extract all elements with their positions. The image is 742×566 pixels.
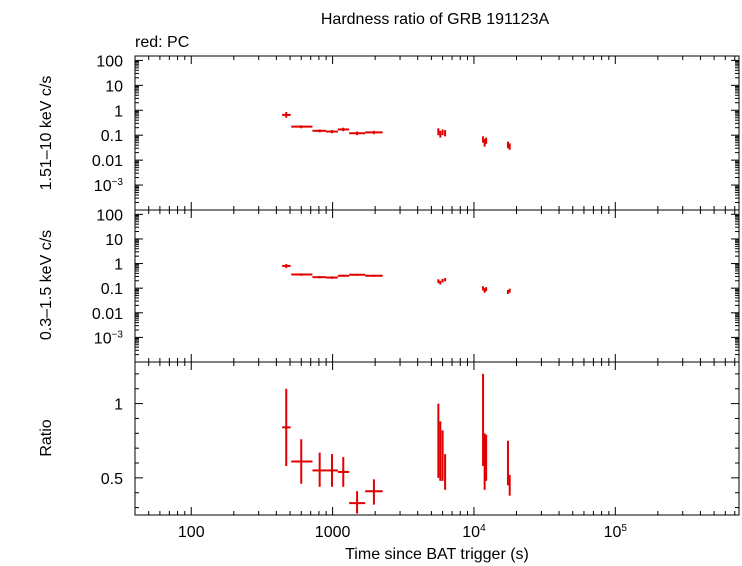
- data-point: [291, 125, 313, 129]
- data-point: [291, 273, 313, 276]
- data-point: [508, 288, 511, 293]
- data-point: [482, 373, 485, 466]
- data-point: [439, 280, 442, 285]
- data-point: [337, 274, 350, 277]
- data-point: [508, 143, 511, 150]
- panel-frame-ratio: [134, 361, 740, 516]
- y-tick-label: 1: [114, 103, 123, 120]
- data-point: [441, 278, 444, 283]
- data-point: [439, 130, 442, 138]
- panel-frame-soft: [134, 209, 740, 363]
- data-point: [282, 112, 291, 118]
- y-axis-label-hard: 1.51–10 keV c/s: [38, 76, 55, 191]
- data-point: [282, 388, 291, 466]
- data-point: [506, 440, 509, 486]
- data-point: [312, 276, 327, 279]
- data-point: [365, 479, 383, 505]
- data-point: [483, 288, 486, 293]
- data-point: [441, 129, 444, 136]
- data-point: [482, 136, 485, 143]
- panel-hard: 100 10 1 0.1 0.01 10−3: [92, 53, 740, 211]
- data-point: [365, 274, 383, 277]
- y-tick-label: 1: [114, 257, 123, 274]
- data-point: [444, 454, 447, 490]
- data-point: [483, 139, 486, 147]
- data-point: [291, 439, 313, 484]
- y-tick-label: 0.1: [101, 128, 123, 145]
- data-point: [441, 430, 444, 481]
- data-point: [437, 403, 440, 478]
- data-point: [482, 286, 485, 291]
- y-tick-label: 10−3: [94, 177, 124, 195]
- y-tick-label: 100: [96, 53, 123, 70]
- y-axis-label-ratio: Ratio: [38, 419, 55, 456]
- y-tick-label: 0.1: [101, 281, 123, 298]
- plot-layer: 1001010.10.0110−31001010.10.0110−310.510…: [92, 53, 740, 541]
- x-ticks-hard: [134, 56, 736, 210]
- data-point: [508, 474, 511, 496]
- data-point: [312, 129, 327, 133]
- chart-title: Hardness ratio of GRB 191123A: [321, 11, 550, 28]
- x-ticks-ratio: [134, 362, 736, 515]
- data-point: [337, 127, 350, 132]
- panel-soft: 100 10 1 0.1 0.01 10−3: [92, 207, 740, 363]
- x-axis-label: Time since BAT trigger (s): [345, 546, 529, 563]
- data-point: [312, 452, 327, 487]
- panel-ratio: 10.5: [101, 361, 740, 516]
- data-point: [485, 287, 488, 292]
- data-point: [483, 433, 486, 490]
- data-point: [485, 137, 488, 144]
- data-point: [506, 289, 509, 294]
- panel-frame-hard: [134, 55, 740, 211]
- data-point: [444, 277, 447, 282]
- data-point: [349, 491, 366, 514]
- data-point: [437, 128, 440, 136]
- y-ticks-hard: [135, 59, 739, 211]
- x-tick-label: 100: [178, 524, 205, 541]
- legend-note: red: PC: [135, 34, 189, 51]
- x-ticks-soft: [134, 210, 736, 362]
- x-tick-label: 1000: [315, 524, 351, 541]
- data-point: [506, 141, 509, 149]
- series-soft: [282, 264, 511, 294]
- y-tick-label: 0.01: [92, 306, 123, 323]
- y-ticks-ratio: [135, 373, 739, 509]
- data-point: [437, 279, 440, 284]
- data-point: [439, 421, 442, 481]
- x-tick-label: 105: [604, 523, 628, 541]
- y-tick-label: 10−3: [94, 329, 124, 347]
- data-point: [444, 130, 447, 137]
- series-hard: [282, 112, 511, 150]
- data-point: [485, 434, 488, 481]
- series-ratio: [282, 373, 511, 514]
- data-point: [337, 457, 350, 487]
- data-point: [349, 131, 366, 136]
- data-point: [282, 264, 291, 269]
- y-tick-label: 10: [105, 78, 123, 95]
- y-tick-label: 0.5: [101, 471, 123, 488]
- data-point: [326, 454, 338, 487]
- data-point: [326, 276, 338, 279]
- y-ticks-soft: [135, 213, 739, 363]
- y-tick-label: 10: [105, 232, 123, 249]
- data-point: [365, 130, 383, 135]
- y-axis-label-soft: 0.3–1.5 keV c/s: [38, 230, 55, 340]
- data-point: [349, 273, 366, 276]
- y-tick-label: 100: [96, 207, 123, 224]
- x-tick-label: 104: [462, 523, 486, 541]
- data-point: [326, 130, 338, 134]
- y-tick-label: 0.01: [92, 153, 123, 170]
- y-tick-label: 1: [114, 397, 123, 414]
